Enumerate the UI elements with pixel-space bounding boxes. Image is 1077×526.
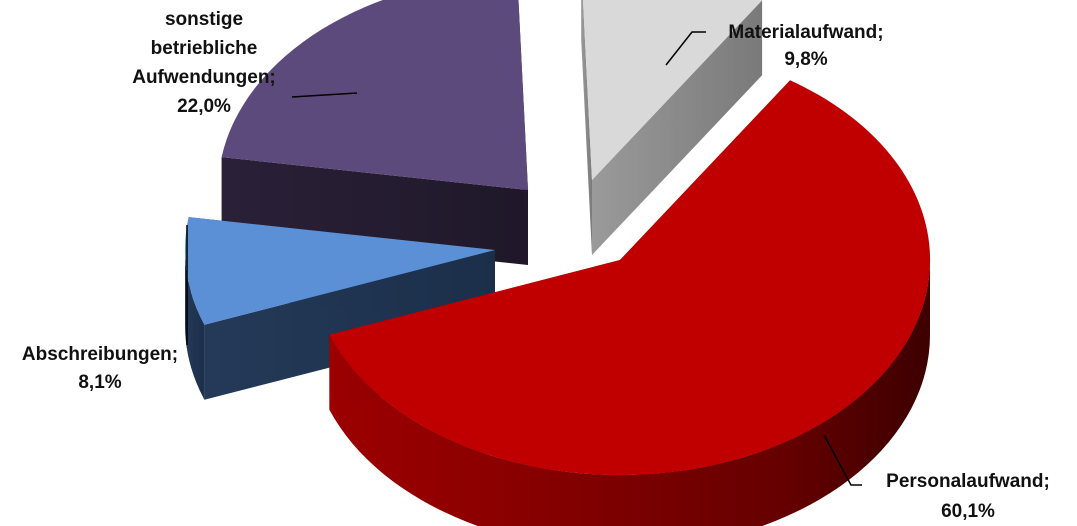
slice-group-1 bbox=[329, 80, 931, 526]
pie-slice-3 bbox=[221, 0, 528, 190]
data-label-0-line-0: Materialaufwand; bbox=[728, 22, 883, 43]
slice-group-0 bbox=[581, 0, 763, 255]
data-label-2-line-1: 8,1% bbox=[78, 372, 121, 393]
slice-group-2 bbox=[184, 217, 495, 400]
leader-line-3 bbox=[291, 92, 358, 98]
data-label-0: Materialaufwand; 9,8% bbox=[728, 22, 883, 70]
label-leader-lines bbox=[186, 31, 862, 486]
pie-slice-0 bbox=[582, 0, 763, 180]
slice-cut-face-0-1 bbox=[592, 0, 763, 255]
leader-line-1 bbox=[823, 434, 862, 486]
data-label-3-line-0: sonstige bbox=[165, 9, 243, 30]
data-label-1: Personalaufwand; 60,1% bbox=[886, 471, 1050, 522]
data-label-3-line-3: 22,0% bbox=[177, 96, 231, 117]
data-label-1-line-1: 60,1% bbox=[941, 501, 995, 522]
slice-cut-face-0-0 bbox=[581, 0, 592, 255]
data-label-3: sonstige betriebliche Aufwendungen; 22,0% bbox=[132, 9, 276, 117]
data-label-0-line-1: 9,8% bbox=[784, 49, 827, 70]
data-label-2: Abschreibungen; 8,1% bbox=[22, 344, 178, 393]
data-label-1-line-0: Personalaufwand; bbox=[886, 471, 1050, 492]
pie-sides bbox=[184, 0, 931, 526]
leader-line-0 bbox=[665, 31, 706, 66]
pie-slice-2 bbox=[184, 217, 495, 325]
data-label-3-line-2: Aufwendungen; bbox=[132, 67, 276, 88]
slice-wall-1 bbox=[329, 260, 930, 526]
data-label-2-line-0: Abschreibungen; bbox=[22, 344, 178, 365]
slice-wall-2 bbox=[185, 250, 205, 400]
data-label-3-line-1: betriebliche bbox=[151, 38, 258, 59]
pie-slice-1 bbox=[329, 80, 931, 476]
slice-group-3 bbox=[221, 0, 528, 265]
data-labels: Materialaufwand; 9,8% Personalaufwand; 60,1… bbox=[22, 9, 1050, 522]
